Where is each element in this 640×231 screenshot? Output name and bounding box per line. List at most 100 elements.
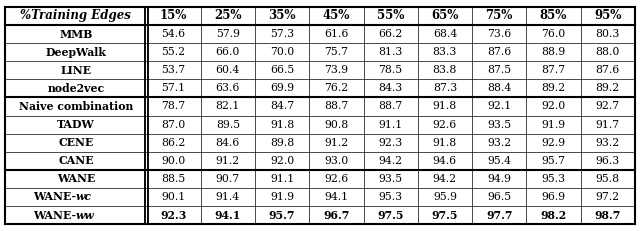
Text: 98.2: 98.2 xyxy=(540,210,566,221)
Text: 95%: 95% xyxy=(594,9,621,22)
Text: 96.9: 96.9 xyxy=(541,192,566,202)
Text: LINE: LINE xyxy=(60,65,92,76)
Text: 60.4: 60.4 xyxy=(216,65,240,75)
Text: 45%: 45% xyxy=(323,9,350,22)
Text: 84.6: 84.6 xyxy=(216,138,240,148)
Text: 73.9: 73.9 xyxy=(324,65,348,75)
Text: 98.7: 98.7 xyxy=(595,210,621,221)
Text: 80.3: 80.3 xyxy=(596,29,620,39)
Text: CANE: CANE xyxy=(58,155,93,166)
Text: 93.5: 93.5 xyxy=(487,120,511,130)
Text: 90.8: 90.8 xyxy=(324,120,349,130)
Text: 92.7: 92.7 xyxy=(596,101,620,111)
Text: 94.1: 94.1 xyxy=(214,210,241,221)
Text: 54.6: 54.6 xyxy=(161,29,186,39)
Text: 95.3: 95.3 xyxy=(379,192,403,202)
Text: WANE-: WANE- xyxy=(33,210,76,221)
Text: 88.0: 88.0 xyxy=(596,47,620,57)
Text: 78.7: 78.7 xyxy=(161,101,186,111)
Text: 88.9: 88.9 xyxy=(541,47,566,57)
Text: 96.5: 96.5 xyxy=(487,192,511,202)
Text: 94.2: 94.2 xyxy=(379,156,403,166)
Text: 96.7: 96.7 xyxy=(323,210,349,221)
Text: 97.5: 97.5 xyxy=(432,210,458,221)
Text: 92.3: 92.3 xyxy=(161,210,187,221)
Text: 95.9: 95.9 xyxy=(433,192,457,202)
Text: 68.4: 68.4 xyxy=(433,29,457,39)
Text: 87.0: 87.0 xyxy=(161,120,186,130)
Text: 69.9: 69.9 xyxy=(270,83,294,93)
Text: 94.2: 94.2 xyxy=(433,174,457,184)
Text: 92.0: 92.0 xyxy=(541,101,566,111)
Text: 55.2: 55.2 xyxy=(161,47,186,57)
Text: 57.9: 57.9 xyxy=(216,29,240,39)
Text: 83.8: 83.8 xyxy=(433,65,457,75)
Text: 61.6: 61.6 xyxy=(324,29,349,39)
Text: 76.2: 76.2 xyxy=(324,83,349,93)
Text: 15%: 15% xyxy=(160,9,188,22)
Text: 91.8: 91.8 xyxy=(433,101,457,111)
Text: 91.8: 91.8 xyxy=(270,120,294,130)
Text: %Training Edges: %Training Edges xyxy=(20,9,131,22)
Text: 85%: 85% xyxy=(540,9,567,22)
Text: 93.2: 93.2 xyxy=(487,138,511,148)
Text: 91.4: 91.4 xyxy=(216,192,240,202)
Text: 25%: 25% xyxy=(214,9,242,22)
Text: 65%: 65% xyxy=(431,9,459,22)
Text: 75.7: 75.7 xyxy=(324,47,348,57)
Text: 84.7: 84.7 xyxy=(270,101,294,111)
Text: 90.7: 90.7 xyxy=(216,174,240,184)
Text: 92.3: 92.3 xyxy=(378,138,403,148)
Text: 78.5: 78.5 xyxy=(379,65,403,75)
Text: 90.1: 90.1 xyxy=(161,192,186,202)
Text: 87.7: 87.7 xyxy=(541,65,566,75)
Text: 83.3: 83.3 xyxy=(433,47,457,57)
Text: 63.6: 63.6 xyxy=(216,83,240,93)
Text: 94.9: 94.9 xyxy=(487,174,511,184)
Text: 55%: 55% xyxy=(377,9,404,22)
Text: 66.0: 66.0 xyxy=(216,47,240,57)
Text: 91.2: 91.2 xyxy=(324,138,349,148)
Text: 92.9: 92.9 xyxy=(541,138,566,148)
Text: 90.0: 90.0 xyxy=(161,156,186,166)
Text: 95.3: 95.3 xyxy=(541,174,566,184)
Text: 73.6: 73.6 xyxy=(487,29,511,39)
Text: 91.9: 91.9 xyxy=(270,192,294,202)
Text: 76.0: 76.0 xyxy=(541,29,566,39)
Text: 91.8: 91.8 xyxy=(433,138,457,148)
Text: WANE-: WANE- xyxy=(33,191,76,202)
Text: 57.3: 57.3 xyxy=(270,29,294,39)
Text: 86.2: 86.2 xyxy=(161,138,186,148)
Text: 88.4: 88.4 xyxy=(487,83,511,93)
Text: ww: ww xyxy=(76,210,95,221)
Text: 91.9: 91.9 xyxy=(541,120,566,130)
Text: 87.6: 87.6 xyxy=(596,65,620,75)
Text: 91.1: 91.1 xyxy=(378,120,403,130)
Text: DeepWalk: DeepWalk xyxy=(45,47,106,58)
Text: 57.1: 57.1 xyxy=(161,83,186,93)
Text: 70.0: 70.0 xyxy=(270,47,294,57)
Text: 93.2: 93.2 xyxy=(596,138,620,148)
Text: 53.7: 53.7 xyxy=(161,65,186,75)
Text: 66.2: 66.2 xyxy=(378,29,403,39)
Text: 95.8: 95.8 xyxy=(596,174,620,184)
Text: 89.5: 89.5 xyxy=(216,120,240,130)
Text: 84.3: 84.3 xyxy=(378,83,403,93)
Text: 97.7: 97.7 xyxy=(486,210,513,221)
Text: 97.2: 97.2 xyxy=(596,192,620,202)
Text: wc: wc xyxy=(76,191,92,202)
Text: 89.2: 89.2 xyxy=(596,83,620,93)
Text: 88.7: 88.7 xyxy=(324,101,349,111)
Text: 91.1: 91.1 xyxy=(270,174,294,184)
Text: 75%: 75% xyxy=(486,9,513,22)
Text: node2vec: node2vec xyxy=(47,83,104,94)
Text: 92.1: 92.1 xyxy=(487,101,511,111)
Text: 95.7: 95.7 xyxy=(269,210,296,221)
Text: 92.0: 92.0 xyxy=(270,156,294,166)
Text: 87.3: 87.3 xyxy=(433,83,457,93)
Text: 93.5: 93.5 xyxy=(379,174,403,184)
Text: 87.5: 87.5 xyxy=(487,65,511,75)
Text: 92.6: 92.6 xyxy=(324,174,349,184)
Text: TADW: TADW xyxy=(57,119,95,130)
Text: 87.6: 87.6 xyxy=(487,47,511,57)
